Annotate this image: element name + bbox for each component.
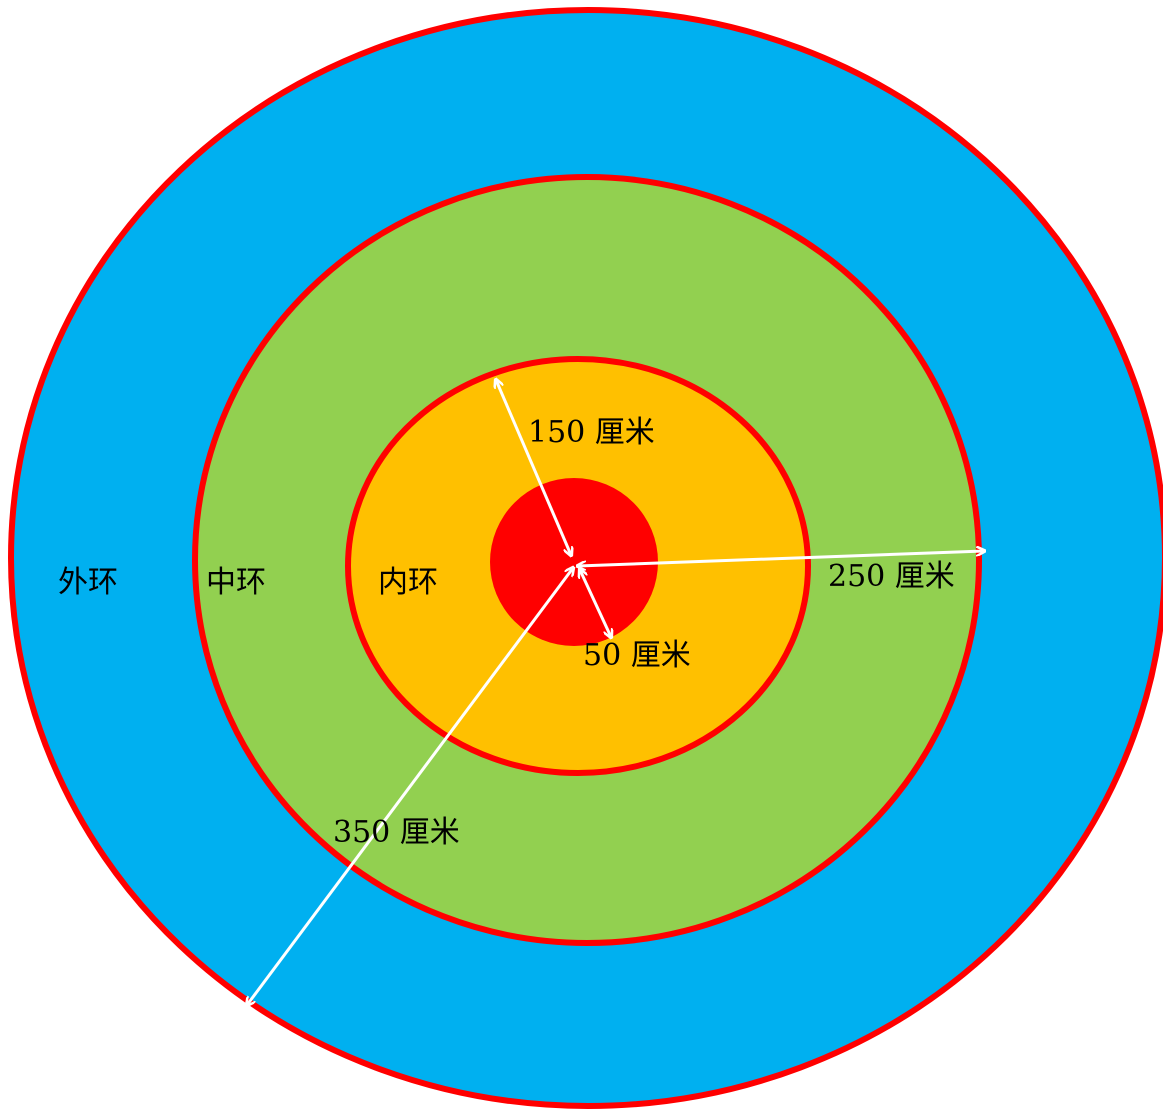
radius-label-250: 250 厘米 [828,559,955,594]
bullseye [490,478,658,646]
inner-ring-label: 内环 [378,565,438,600]
radius-label-50: 50 厘米 [583,638,691,673]
radius-arrow-350 [247,568,573,1005]
middle-ring-label: 中环 [206,565,266,600]
radius-label-350: 350 厘米 [333,815,460,850]
radius-arrow-150 [496,380,571,555]
radius-label-150: 150 厘米 [528,415,655,450]
outer-ring-label: 外环 [58,565,118,600]
radius-arrow-250 [578,551,984,566]
radius-arrow-50 [580,570,611,637]
